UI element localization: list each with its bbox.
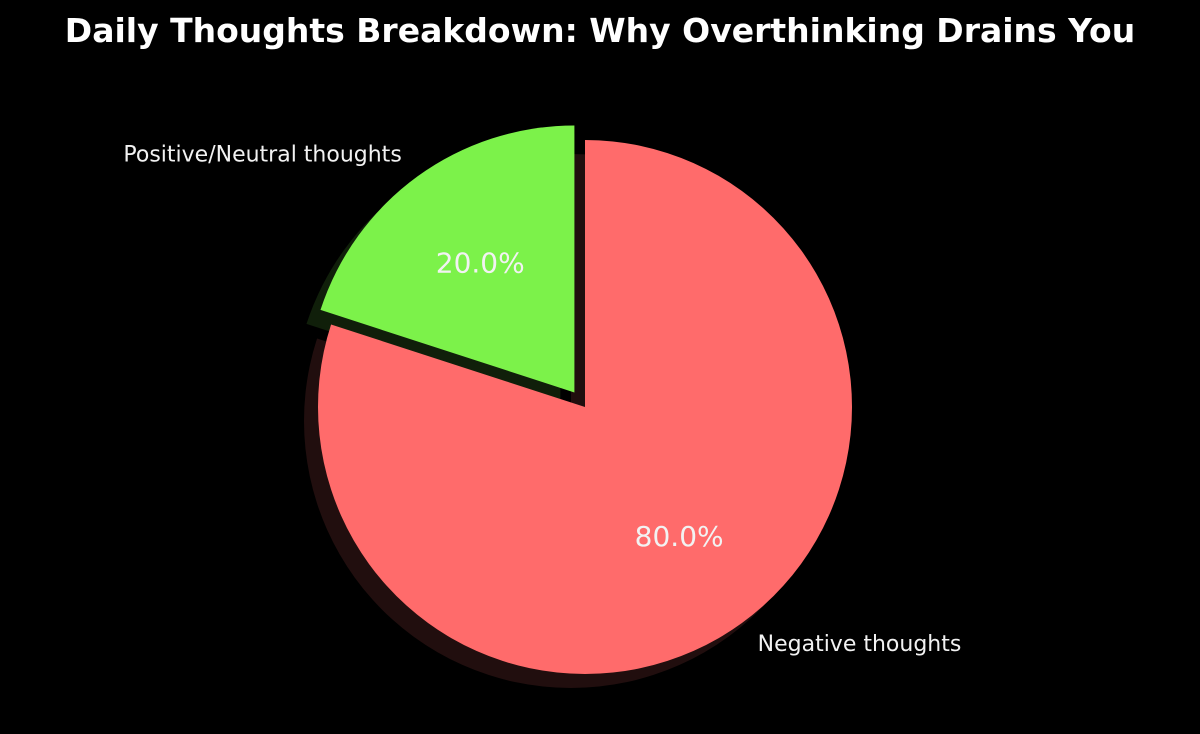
pie-labels: 80.0% Negative thoughts 20.0% Positive/Neut…	[123, 142, 961, 657]
slice-category-label: Positive/Neutral thoughts	[123, 142, 401, 167]
pie-slice-negative-thoughts	[318, 140, 852, 674]
slice-percent-label: 80.0%	[635, 520, 724, 553]
chart-title: Daily Thoughts Breakdown: Why Overthinki…	[65, 11, 1135, 50]
slice-percent-label: 20.0%	[436, 246, 525, 279]
pie-slices	[303, 125, 852, 688]
slice-category-label: Negative thoughts	[758, 632, 962, 657]
pie-slice-positive-neutral-thoughts	[320, 125, 575, 393]
